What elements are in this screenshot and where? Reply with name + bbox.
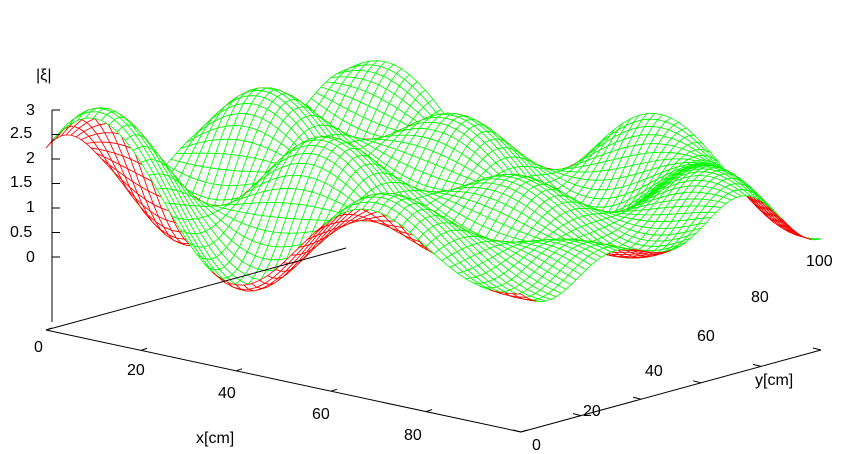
x-tick-mark	[330, 388, 338, 392]
surface-mesh	[45, 60, 822, 303]
y-tick-mark	[572, 413, 582, 417]
y-tick-0: 0	[532, 437, 541, 454]
y-tick-20: 20	[583, 403, 601, 420]
y-tick-mark	[692, 380, 702, 384]
z-tick-0: 0	[26, 249, 35, 266]
surface-cell	[511, 293, 528, 298]
y-tick-100: 100	[806, 253, 833, 270]
y-axis-title: y[cm]	[755, 372, 793, 389]
back-y-axis-line	[45, 247, 347, 331]
x-tick-80: 80	[404, 427, 422, 444]
x-tick-mark	[520, 429, 528, 433]
z-tick-1: 1	[26, 199, 35, 216]
y-tick-mark	[812, 347, 822, 351]
y-axis-line	[520, 349, 822, 433]
x-tick-mark	[45, 327, 53, 331]
y-tick-60: 60	[697, 328, 715, 345]
y-tick-40: 40	[645, 363, 663, 380]
x-tick-20: 20	[127, 362, 145, 379]
y-tick-mark	[632, 396, 642, 400]
z-axis-title: |ξ|	[36, 67, 51, 84]
x-tick-0: 0	[34, 339, 43, 356]
x-tick-60: 60	[312, 406, 330, 423]
y-tick-mark	[512, 429, 522, 433]
y-tick-mark	[752, 363, 762, 367]
z-tick-2-5: 2.5	[10, 125, 32, 142]
x-tick-mark	[140, 347, 148, 351]
z-tick-3: 3	[26, 102, 35, 119]
x-axis-title: x[cm]	[196, 430, 234, 447]
x-axis-line	[45, 329, 522, 433]
x-tick-40: 40	[218, 385, 236, 402]
x-tick-mark	[235, 368, 243, 372]
y-tick-80: 80	[751, 289, 769, 306]
x-tick-mark	[425, 409, 433, 413]
z-tick-2: 2	[26, 150, 35, 167]
z-tick-1-5: 1.5	[10, 174, 32, 191]
axes-frame	[45, 109, 822, 433]
z-tick-0-5: 0.5	[10, 224, 32, 241]
